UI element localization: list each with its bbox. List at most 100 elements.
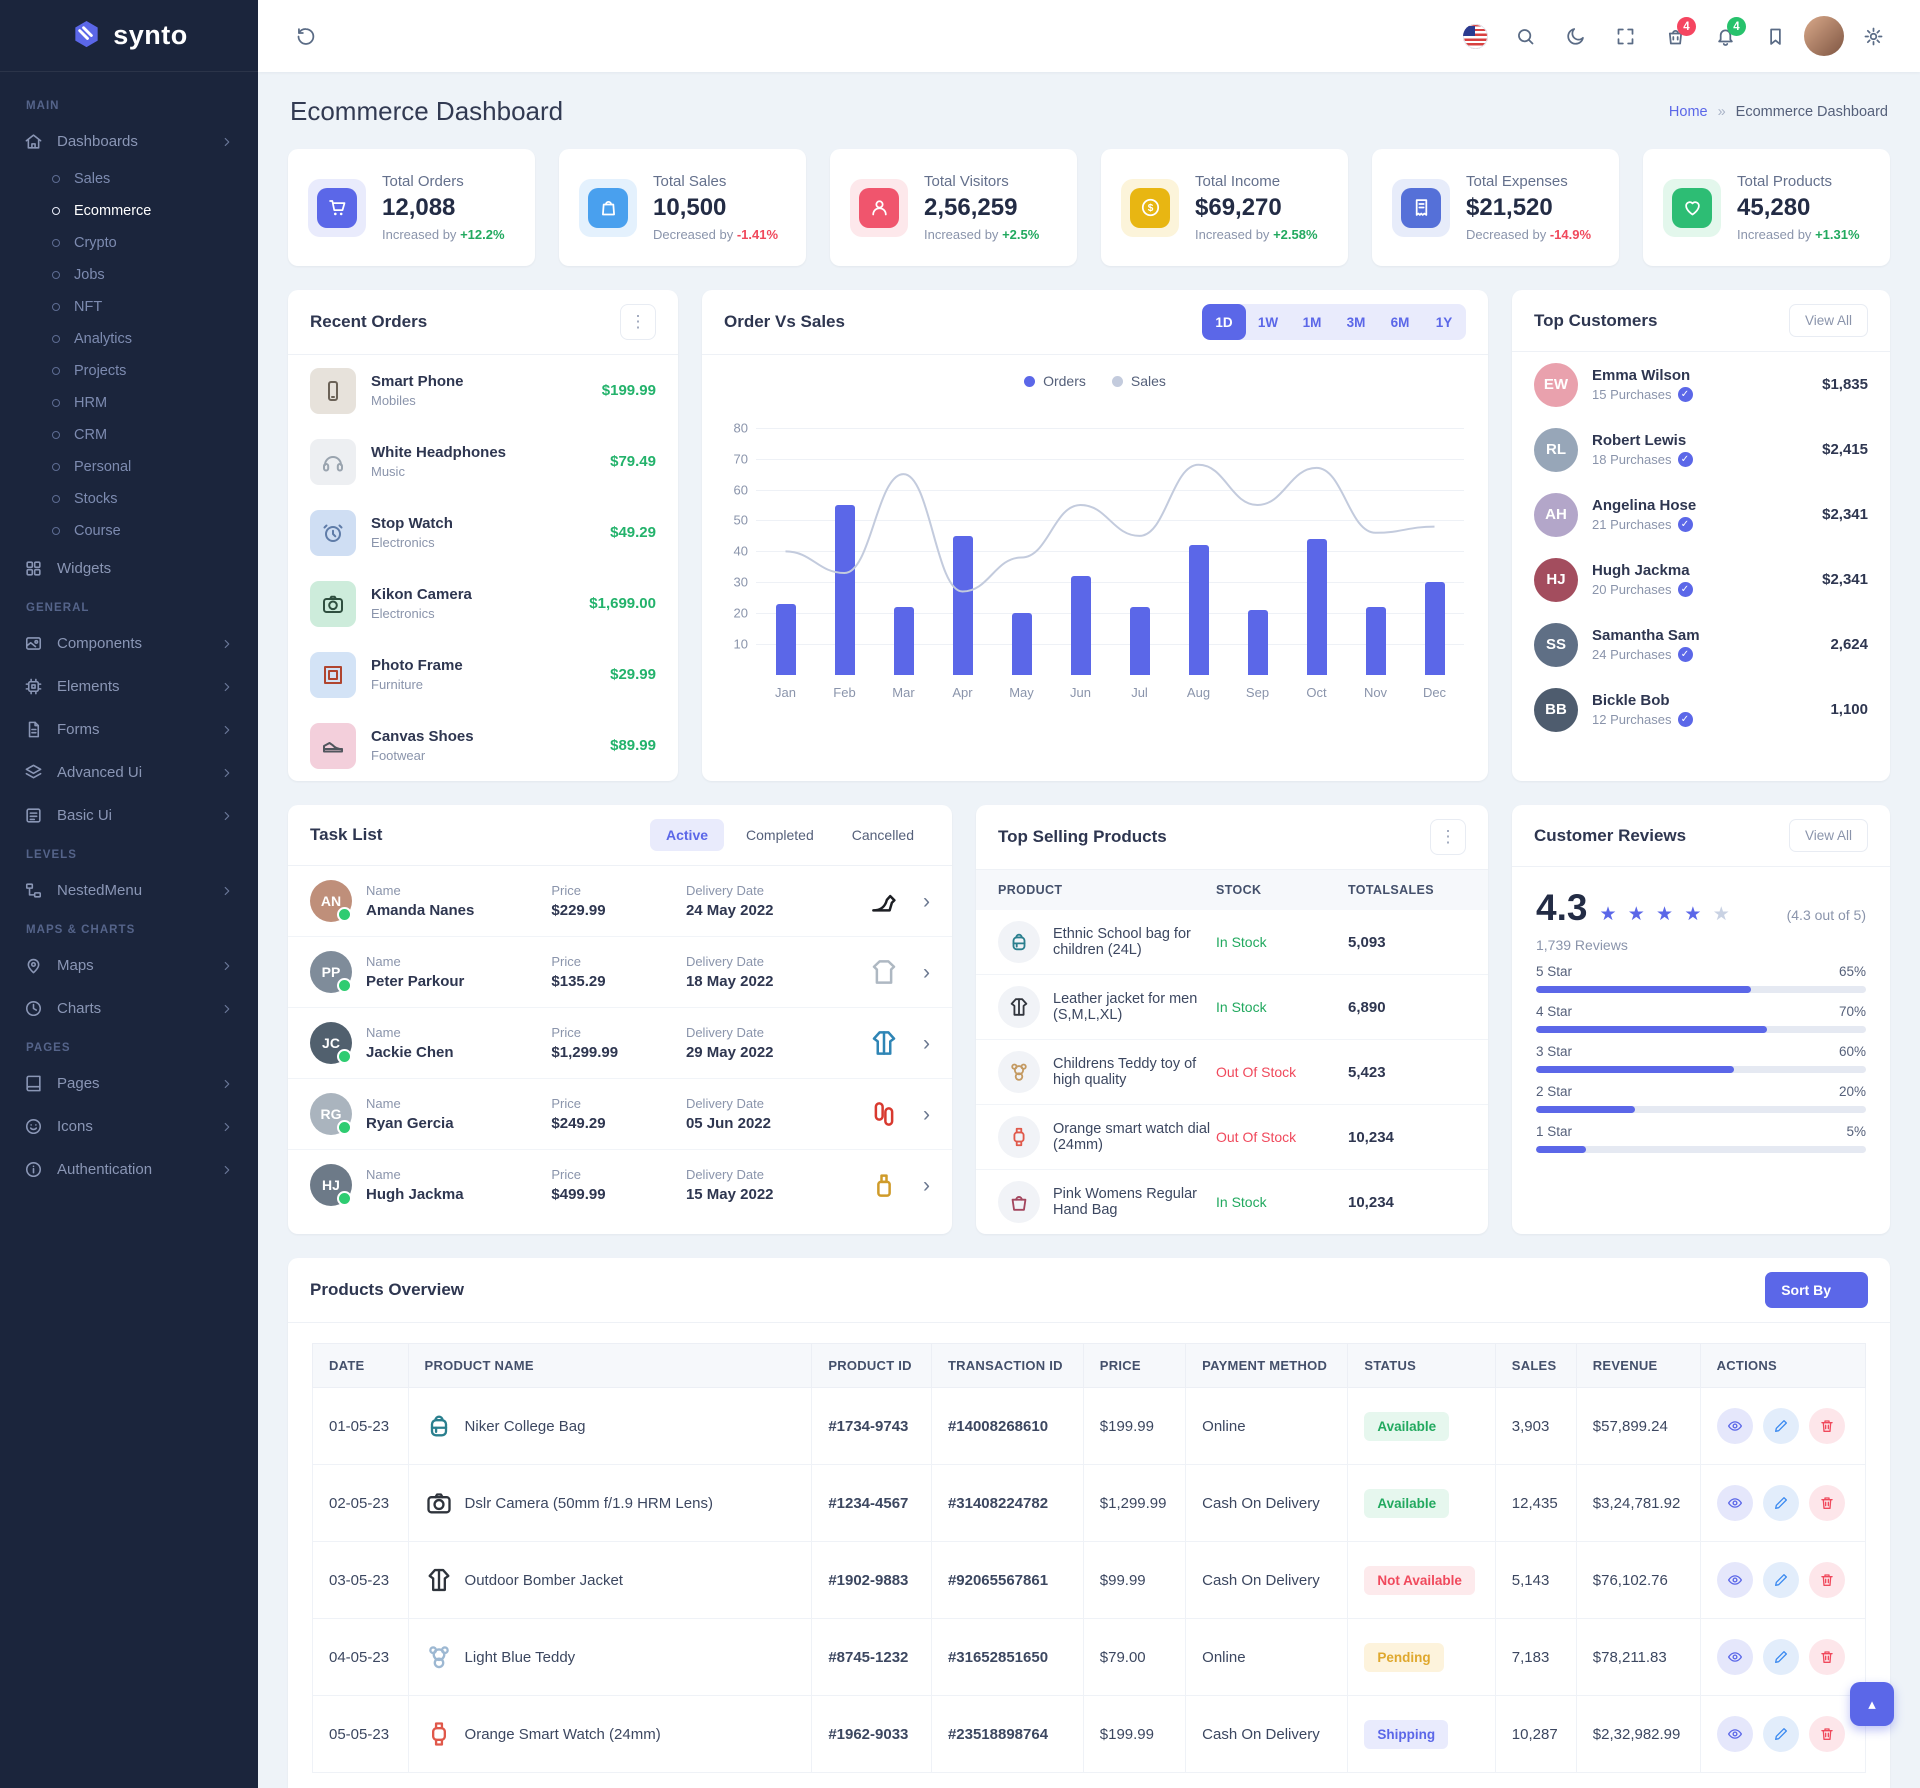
chevron-right-icon[interactable]: › (923, 960, 930, 984)
list-item[interactable]: White Headphones Music $79.49 (288, 426, 678, 497)
sidebar-item-widgets[interactable]: Widgets (0, 547, 258, 590)
sidebar-item-nft[interactable]: NFT (0, 291, 258, 323)
table-row[interactable]: RG Name Ryan Gercia Price $249.29 Delivery… (288, 1079, 952, 1150)
list-item[interactable]: Canvas Shoes Footwear $89.99 (288, 710, 678, 781)
legend-orders[interactable]: Orders (1024, 373, 1086, 389)
chevron-right-icon[interactable]: › (923, 1173, 930, 1197)
tab-active[interactable]: Active (650, 819, 725, 851)
sidebar-toggle-button[interactable] (284, 15, 326, 57)
view-button[interactable] (1716, 1562, 1753, 1598)
sidebar-item-hrm[interactable]: HRM (0, 387, 258, 419)
notifications-button[interactable]: 4 (1704, 15, 1746, 57)
user-avatar[interactable] (1804, 16, 1844, 56)
kebab-menu-button[interactable]: ⋮ (1430, 819, 1466, 855)
sidebar-item-components[interactable]: Components (0, 622, 258, 665)
search-button[interactable] (1504, 15, 1546, 57)
list-item[interactable]: BB Bickle Bob 12 Purchases ✓ 1,100 (1512, 677, 1890, 742)
sidebar-item-course[interactable]: Course (0, 515, 258, 547)
sidebar-item-maps[interactable]: Maps (0, 944, 258, 987)
range-3m-button[interactable]: 3M (1334, 304, 1378, 340)
view-all-button[interactable]: View All (1788, 304, 1868, 337)
dark-mode-button[interactable] (1554, 15, 1596, 57)
sidebar-item-stocks[interactable]: Stocks (0, 483, 258, 515)
sidebar-item-nestedmenu[interactable]: NestedMenu (0, 869, 258, 912)
range-6m-button[interactable]: 6M (1378, 304, 1422, 340)
list-item[interactable]: Smart Phone Mobiles $199.99 (288, 355, 678, 426)
list-item[interactable]: Kikon Camera Electronics $1,699.00 (288, 568, 678, 639)
sidebar-item-elements[interactable]: Elements (0, 665, 258, 708)
sidebar-item-icons[interactable]: Icons (0, 1105, 258, 1148)
delete-button[interactable] (1808, 1562, 1845, 1598)
edit-button[interactable] (1762, 1408, 1799, 1444)
list-item[interactable]: SS Samantha Sam 24 Purchases ✓ 2,624 (1512, 612, 1890, 677)
sort-by-button[interactable]: Sort By (1765, 1272, 1868, 1308)
range-1d-button[interactable]: 1D (1202, 304, 1246, 340)
view-button[interactable] (1716, 1408, 1753, 1444)
sidebar-item-ecommerce[interactable]: Ecommerce (0, 195, 258, 227)
table-row[interactable]: Orange smart watch dial (24mm) Out Of St… (976, 1105, 1488, 1170)
range-1y-button[interactable]: 1Y (1422, 304, 1466, 340)
sidebar-item-authentication[interactable]: Authentication (0, 1148, 258, 1191)
list-item[interactable]: EW Emma Wilson 15 Purchases ✓ $1,835 (1512, 352, 1890, 417)
kebab-menu-button[interactable]: ⋮ (620, 304, 656, 340)
list-item[interactable]: RL Robert Lewis 18 Purchases ✓ $2,415 (1512, 417, 1890, 482)
sidebar-item-personal[interactable]: Personal (0, 451, 258, 483)
list-item[interactable]: HJ Hugh Jackma 20 Purchases ✓ $2,341 (1512, 547, 1890, 612)
table-row[interactable]: Pink Womens Regular Hand Bag In Stock 10… (976, 1170, 1488, 1234)
sidebar-item-basic-ui[interactable]: Basic Ui (0, 794, 258, 837)
scroll-to-top-button[interactable]: ▴ (1850, 1682, 1894, 1726)
settings-button[interactable] (1852, 15, 1894, 57)
range-1m-button[interactable]: 1M (1290, 304, 1334, 340)
list-item[interactable]: AH Angelina Hose 21 Purchases ✓ $2,341 (1512, 482, 1890, 547)
list-item[interactable]: Stop Watch Electronics $49.29 (288, 497, 678, 568)
chevron-right-icon[interactable]: › (923, 889, 930, 913)
edit-button[interactable] (1762, 1485, 1799, 1521)
list-item[interactable]: Photo Frame Furniture $29.99 (288, 639, 678, 710)
chevron-right-icon[interactable]: › (923, 1102, 930, 1126)
cart-button[interactable]: 4 (1654, 15, 1696, 57)
tab-completed[interactable]: Completed (730, 819, 830, 851)
chevron-right-icon[interactable]: › (923, 1031, 930, 1055)
table-row[interactable]: Leather jacket for men (S,M,L,XL) In Sto… (976, 975, 1488, 1040)
tab-cancelled[interactable]: Cancelled (836, 819, 930, 851)
sidebar-item-crypto[interactable]: Crypto (0, 227, 258, 259)
language-button[interactable] (1454, 15, 1496, 57)
view-all-button[interactable]: View All (1788, 819, 1868, 852)
sidebar-item-crm[interactable]: CRM (0, 419, 258, 451)
table-row[interactable]: JC Name Jackie Chen Price $1,299.99 Delive… (288, 1008, 952, 1079)
app-logo[interactable]: synto (0, 0, 258, 72)
table-row: 02-05-23 Dslr Camera (50mm f/1.9 HRM Len… (312, 1464, 1867, 1542)
fullscreen-button[interactable] (1604, 15, 1646, 57)
sidebar-item-analytics[interactable]: Analytics (0, 323, 258, 355)
view-button[interactable] (1716, 1485, 1753, 1521)
sidebar-item-forms[interactable]: Forms (0, 708, 258, 751)
sidebar-item-charts[interactable]: Charts (0, 987, 258, 1030)
sidebar-item-projects[interactable]: Projects (0, 355, 258, 387)
camera-icon (321, 592, 345, 616)
delete-button[interactable] (1808, 1408, 1845, 1444)
edit-button[interactable] (1762, 1716, 1799, 1752)
sidebar-item-pages[interactable]: Pages (0, 1062, 258, 1105)
delete-button[interactable] (1808, 1485, 1845, 1521)
sidebar-item-advanced-ui[interactable]: Advanced Ui (0, 751, 258, 794)
avatar: JC (310, 1022, 352, 1064)
view-button[interactable] (1716, 1639, 1753, 1675)
avatar: BB (1534, 687, 1578, 732)
legend-sales[interactable]: Sales (1111, 373, 1166, 389)
edit-button[interactable] (1762, 1639, 1799, 1675)
range-1w-button[interactable]: 1W (1246, 304, 1290, 340)
breadcrumb-home-link[interactable]: Home (1668, 103, 1708, 120)
sidebar-item-dashboards[interactable]: Dashboards (0, 120, 258, 163)
table-row[interactable]: Ethnic School bag for children (24L) In … (976, 910, 1488, 975)
delete-button[interactable] (1808, 1639, 1845, 1675)
table-row[interactable]: HJ Name Hugh Jackma Price $499.99 Delivery… (288, 1150, 952, 1220)
delete-button[interactable] (1808, 1716, 1845, 1752)
sidebar-item-jobs[interactable]: Jobs (0, 259, 258, 291)
table-row[interactable]: AN Name Amanda Nanes Price $229.99 Deliver… (288, 866, 952, 937)
bookmark-button[interactable] (1754, 15, 1796, 57)
table-row[interactable]: Childrens Teddy toy of high quality Out … (976, 1040, 1488, 1105)
sidebar-item-sales[interactable]: Sales (0, 163, 258, 195)
view-button[interactable] (1716, 1716, 1753, 1752)
table-row[interactable]: PP Name Peter Parkour Price $135.29 Delive… (288, 937, 952, 1008)
edit-button[interactable] (1762, 1562, 1799, 1598)
